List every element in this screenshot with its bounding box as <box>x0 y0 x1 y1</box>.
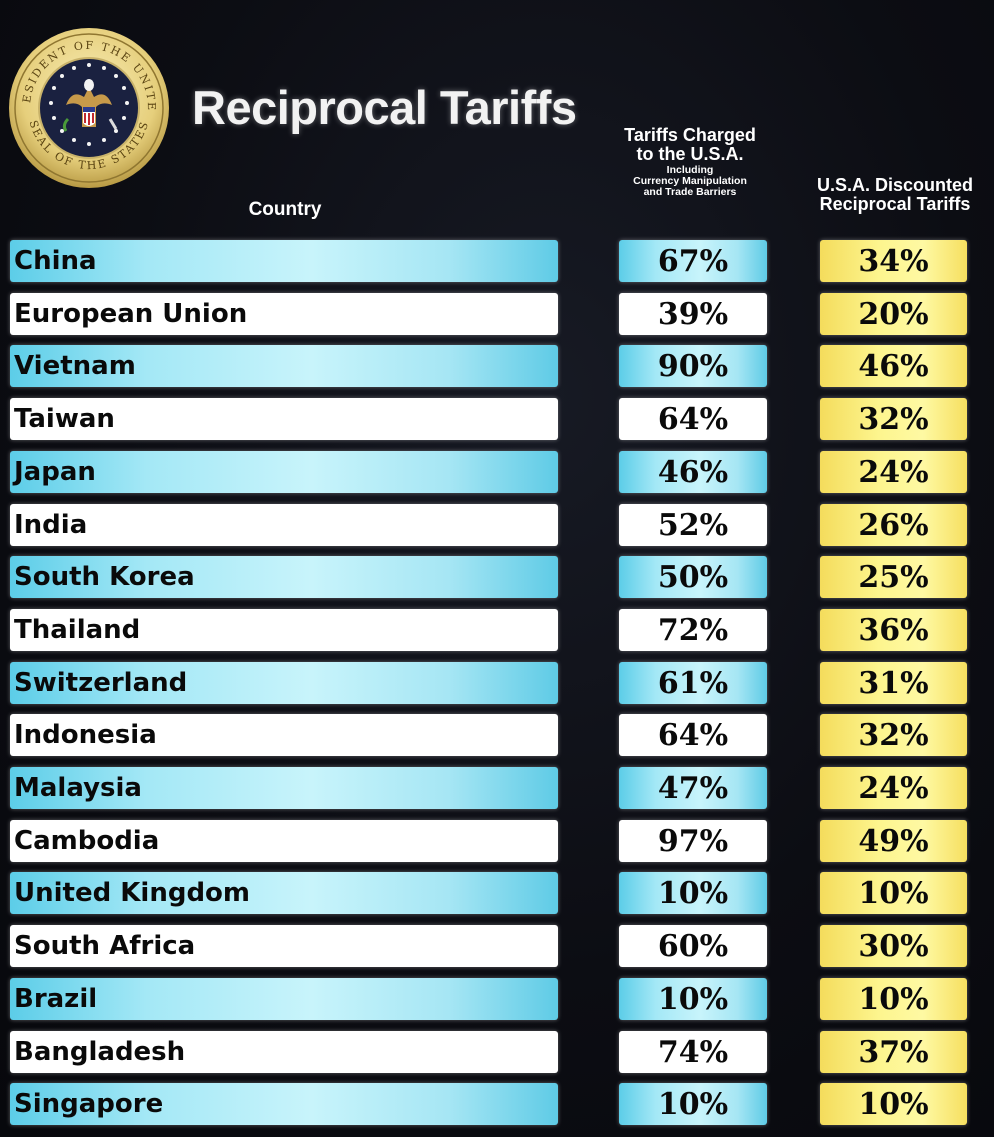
discounted-tariff-cell: 10% <box>820 1083 967 1125</box>
discounted-header-line-2: Reciprocal Tariffs <box>819 193 971 214</box>
charged-tariff-cell: 46% <box>619 451 767 493</box>
discounted-column-header: U.S.A. Discounted Reciprocal Tariffs <box>800 176 990 214</box>
charged-tariff-cell: 97% <box>619 820 767 862</box>
charged-tariff-cell: 61% <box>619 662 767 704</box>
discounted-tariff-cell: 46% <box>820 345 967 387</box>
discounted-tariff-cell: 37% <box>820 1031 967 1073</box>
charged-tariff-cell: 64% <box>619 398 767 440</box>
country-cell: South Korea <box>10 556 558 598</box>
discounted-tariff-cell: 36% <box>820 609 967 651</box>
country-cell: South Africa <box>10 925 558 967</box>
charged-tariff-cell: 67% <box>619 240 767 282</box>
page-title: Reciprocal Tariffs <box>192 81 577 134</box>
country-cell: Malaysia <box>10 767 558 809</box>
country-column-header: Country <box>248 199 322 220</box>
discounted-tariff-cell: 24% <box>820 451 967 493</box>
charged-header-line-1: Tariffs Charged <box>624 125 756 145</box>
country-cell: European Union <box>10 293 558 335</box>
charged-column-header: Tariffs Charged to the U.S.A. Including … <box>600 126 780 198</box>
charged-header-line-3: Including <box>666 163 714 176</box>
country-cell: Thailand <box>10 609 558 651</box>
country-cell: India <box>10 504 558 546</box>
discounted-tariff-cell: 25% <box>820 556 967 598</box>
country-cell: Bangladesh <box>10 1031 558 1073</box>
discounted-tariff-cell: 26% <box>820 504 967 546</box>
discounted-tariff-cell: 10% <box>820 978 967 1020</box>
country-cell: Cambodia <box>10 820 558 862</box>
charged-tariff-cell: 47% <box>619 767 767 809</box>
discounted-tariff-cell: 20% <box>820 293 967 335</box>
charged-header-line-5: and Trade Barriers <box>643 185 737 198</box>
charged-tariff-cell: 60% <box>619 925 767 967</box>
discounted-tariff-cell: 31% <box>820 662 967 704</box>
charged-tariff-cell: 72% <box>619 609 767 651</box>
country-cell: Switzerland <box>10 662 558 704</box>
discounted-tariff-cell: 30% <box>820 925 967 967</box>
charged-tariff-cell: 74% <box>619 1031 767 1073</box>
discounted-tariff-cell: 32% <box>820 714 967 756</box>
charged-tariff-cell: 52% <box>619 504 767 546</box>
charged-tariff-cell: 50% <box>619 556 767 598</box>
presidential-seal: PRESIDENT OF THE UNITED SEAL OF THE STAT… <box>8 27 169 188</box>
discounted-header-line-1: U.S.A. Discounted <box>816 175 973 195</box>
country-cell: Taiwan <box>10 398 558 440</box>
charged-tariff-cell: 64% <box>619 714 767 756</box>
charged-tariff-cell: 39% <box>619 293 767 335</box>
country-cell: Vietnam <box>10 345 558 387</box>
country-cell: Brazil <box>10 978 558 1020</box>
discounted-tariff-cell: 24% <box>820 767 967 809</box>
country-cell: China <box>10 240 558 282</box>
discounted-tariff-cell: 10% <box>820 872 967 914</box>
charged-header-line-4: Currency Manipulation <box>633 174 747 187</box>
country-cell: Indonesia <box>10 714 558 756</box>
charged-tariff-cell: 10% <box>619 978 767 1020</box>
country-cell: United Kingdom <box>10 872 558 914</box>
discounted-tariff-cell: 34% <box>820 240 967 282</box>
discounted-tariff-cell: 49% <box>820 820 967 862</box>
country-cell: Singapore <box>10 1083 558 1125</box>
charged-tariff-cell: 90% <box>619 345 767 387</box>
charged-tariff-cell: 10% <box>619 1083 767 1125</box>
charged-tariff-cell: 10% <box>619 872 767 914</box>
discounted-tariff-cell: 32% <box>820 398 967 440</box>
country-cell: Japan <box>10 451 558 493</box>
charged-header-line-2: to the U.S.A. <box>636 143 744 164</box>
